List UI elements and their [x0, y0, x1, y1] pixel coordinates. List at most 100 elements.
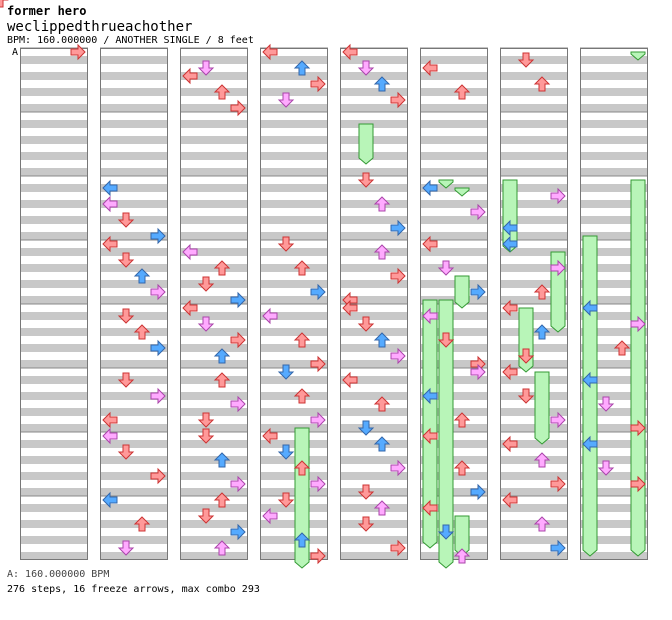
stripe: [20, 56, 88, 64]
stripe: [340, 392, 408, 400]
chart-column: [260, 47, 328, 560]
stripe: [580, 216, 648, 224]
arrow-up: [213, 452, 231, 468]
stripe: [20, 152, 88, 160]
stripe: [100, 168, 168, 176]
arrow-down: [197, 316, 215, 332]
arrow-right: [150, 467, 166, 485]
stripe: [420, 504, 488, 512]
arrow-left: [422, 307, 438, 325]
stripe: [20, 184, 88, 192]
arrow-left: [182, 243, 198, 261]
arrow-down: [357, 484, 375, 500]
stripe: [580, 552, 648, 560]
stripe: [180, 120, 248, 128]
freeze-arrow: [454, 275, 470, 309]
stripe: [420, 296, 488, 304]
arrow-down: [437, 332, 455, 348]
arrow-down: [117, 444, 135, 460]
stripe: [500, 472, 568, 480]
stripe: [100, 392, 168, 400]
stripe: [180, 200, 248, 208]
arrow-left: [502, 435, 518, 453]
stripe: [420, 488, 488, 496]
stripe: [260, 232, 328, 240]
stripe: [260, 552, 328, 560]
stripe: [100, 152, 168, 160]
stripe: [500, 168, 568, 176]
stripe: [100, 552, 168, 560]
stripe: [260, 88, 328, 96]
stripe: [20, 472, 88, 480]
stripe: [420, 536, 488, 544]
stripe: [500, 344, 568, 352]
stripe: [20, 296, 88, 304]
arrow-down: [277, 236, 295, 252]
arrow-up: [533, 284, 551, 300]
stripe: [180, 216, 248, 224]
arrow-down: [117, 540, 135, 556]
stripe: [100, 200, 168, 208]
stripe: [180, 280, 248, 288]
arrow-right: [550, 187, 566, 205]
arrow-up: [373, 76, 391, 92]
arrow-left: [102, 491, 118, 509]
chart-column: [180, 47, 248, 560]
stripe: [180, 88, 248, 96]
stripe: [100, 536, 168, 544]
stripe: [20, 424, 88, 432]
stripe: [340, 440, 408, 448]
arrow-right: [70, 43, 86, 61]
arrow-down: [197, 508, 215, 524]
arrow-right: [150, 283, 166, 301]
arrow-up: [293, 260, 311, 276]
arrow-up: [133, 324, 151, 340]
stripe: [500, 296, 568, 304]
stripe: [20, 376, 88, 384]
stripe: [580, 248, 648, 256]
stripe: [580, 184, 648, 192]
arrow-down: [517, 52, 535, 68]
footer-stats: 276 steps, 16 freeze arrows, max combo 2…: [7, 584, 260, 595]
stripe: [100, 424, 168, 432]
arrow-left: [502, 299, 518, 317]
stripe: [500, 328, 568, 336]
stripe: [20, 312, 88, 320]
arrow-left: [502, 235, 518, 253]
arrow-down: [117, 372, 135, 388]
stripe: [180, 136, 248, 144]
stripe: [340, 136, 408, 144]
stripe: [340, 184, 408, 192]
stripe: [260, 392, 328, 400]
arrow-right: [310, 411, 326, 429]
stripe: [340, 296, 408, 304]
stripe: [580, 536, 648, 544]
stripe: [260, 312, 328, 320]
stripe: [420, 72, 488, 80]
stripe: [580, 200, 648, 208]
stripe: [500, 56, 568, 64]
stripe: [100, 88, 168, 96]
stripe: [580, 136, 648, 144]
stripe: [100, 504, 168, 512]
arrow-down: [277, 364, 295, 380]
stripe: [500, 392, 568, 400]
song-title: weclippedthrueachother: [7, 19, 193, 35]
arrow-up: [373, 500, 391, 516]
stripe: [20, 536, 88, 544]
stripe: [340, 280, 408, 288]
arrow-left: [102, 235, 118, 253]
arrow-right: [550, 411, 566, 429]
stripe: [100, 408, 168, 416]
stripe: [420, 392, 488, 400]
stripe: [500, 520, 568, 528]
arrow-right: [470, 363, 486, 381]
stripe: [340, 360, 408, 368]
arrow-down: [357, 420, 375, 436]
stripe: [340, 344, 408, 352]
arrow-up: [213, 372, 231, 388]
stripe: [500, 424, 568, 432]
stripe: [420, 280, 488, 288]
stripe: [340, 56, 408, 64]
stripe: [180, 440, 248, 448]
